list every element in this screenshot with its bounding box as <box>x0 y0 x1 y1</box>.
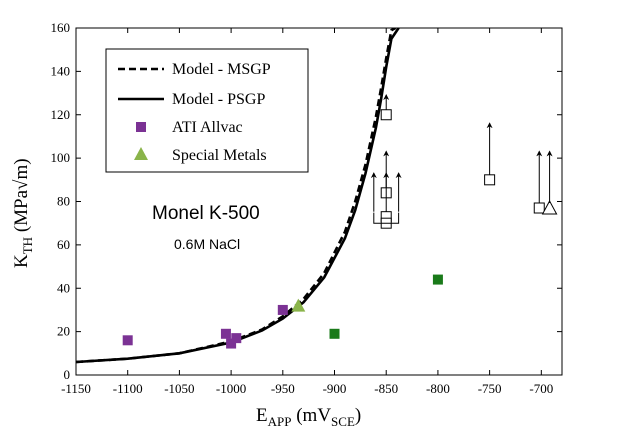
data-point-open <box>541 199 558 215</box>
data-point <box>220 328 231 339</box>
y-tick-label: 40 <box>57 280 70 295</box>
legend-label-msgp: Model - MSGP <box>172 61 271 78</box>
x-tick-label: -1100 <box>113 381 143 396</box>
data-point <box>277 304 288 315</box>
x-tick-label: -1050 <box>164 381 194 396</box>
data-point-open <box>533 202 545 214</box>
legend-marker-special-metals <box>134 147 148 160</box>
data-point <box>231 333 242 344</box>
x-tick-label: -800 <box>426 381 450 396</box>
data-point <box>329 328 340 339</box>
data-point <box>432 274 443 285</box>
data-point-open <box>380 109 392 121</box>
runout-arrows <box>370 94 553 224</box>
x-axis-title: EAPP (mVSCE) <box>256 405 361 429</box>
x-tick-label: -1000 <box>216 381 246 396</box>
legend: Model - MSGP Model - PSGP ATI Allvac Spe… <box>105 48 309 173</box>
y-tick-label: 100 <box>51 150 71 165</box>
x-tick-label: -850 <box>374 381 398 396</box>
legend-label-psgp: Model - PSGP <box>172 91 265 108</box>
legend-marker-ati <box>136 122 146 132</box>
x-tick-label: -750 <box>478 381 502 396</box>
series-line-psgp <box>76 28 400 364</box>
y-axis-title: KTH (MPa√m) <box>11 158 35 268</box>
legend-label-ati: ATI Allvac <box>172 119 243 136</box>
y-tick-label: 140 <box>51 63 71 78</box>
data-point <box>122 335 133 346</box>
x-tick-label: -1150 <box>61 381 91 396</box>
data-point <box>226 338 237 349</box>
data-point-open <box>484 174 496 186</box>
runout-connector <box>373 212 400 224</box>
series-line-msgp <box>76 28 397 364</box>
axes: -1150 -1100 -1050 -1000 -950 -900 -850 -800 -750… <box>51 20 563 396</box>
y-tick-label: 20 <box>57 324 70 339</box>
x-tick-label: -900 <box>323 381 347 396</box>
data-point <box>291 298 306 312</box>
legend-label-special-metals: Special Metals <box>172 147 267 164</box>
environment-annotation: 0.6M NaCl <box>174 236 240 252</box>
y-tick-label: 120 <box>51 107 71 122</box>
y-tick-label: 0 <box>64 367 71 382</box>
y-tick-label: 80 <box>57 194 70 209</box>
alloy-annotation: Monel K-500 <box>152 203 260 224</box>
x-tick-label: -950 <box>271 381 295 396</box>
y-tick-label: 60 <box>57 237 70 252</box>
x-tick-label: -700 <box>529 381 553 396</box>
y-tick-label: 160 <box>51 20 71 35</box>
